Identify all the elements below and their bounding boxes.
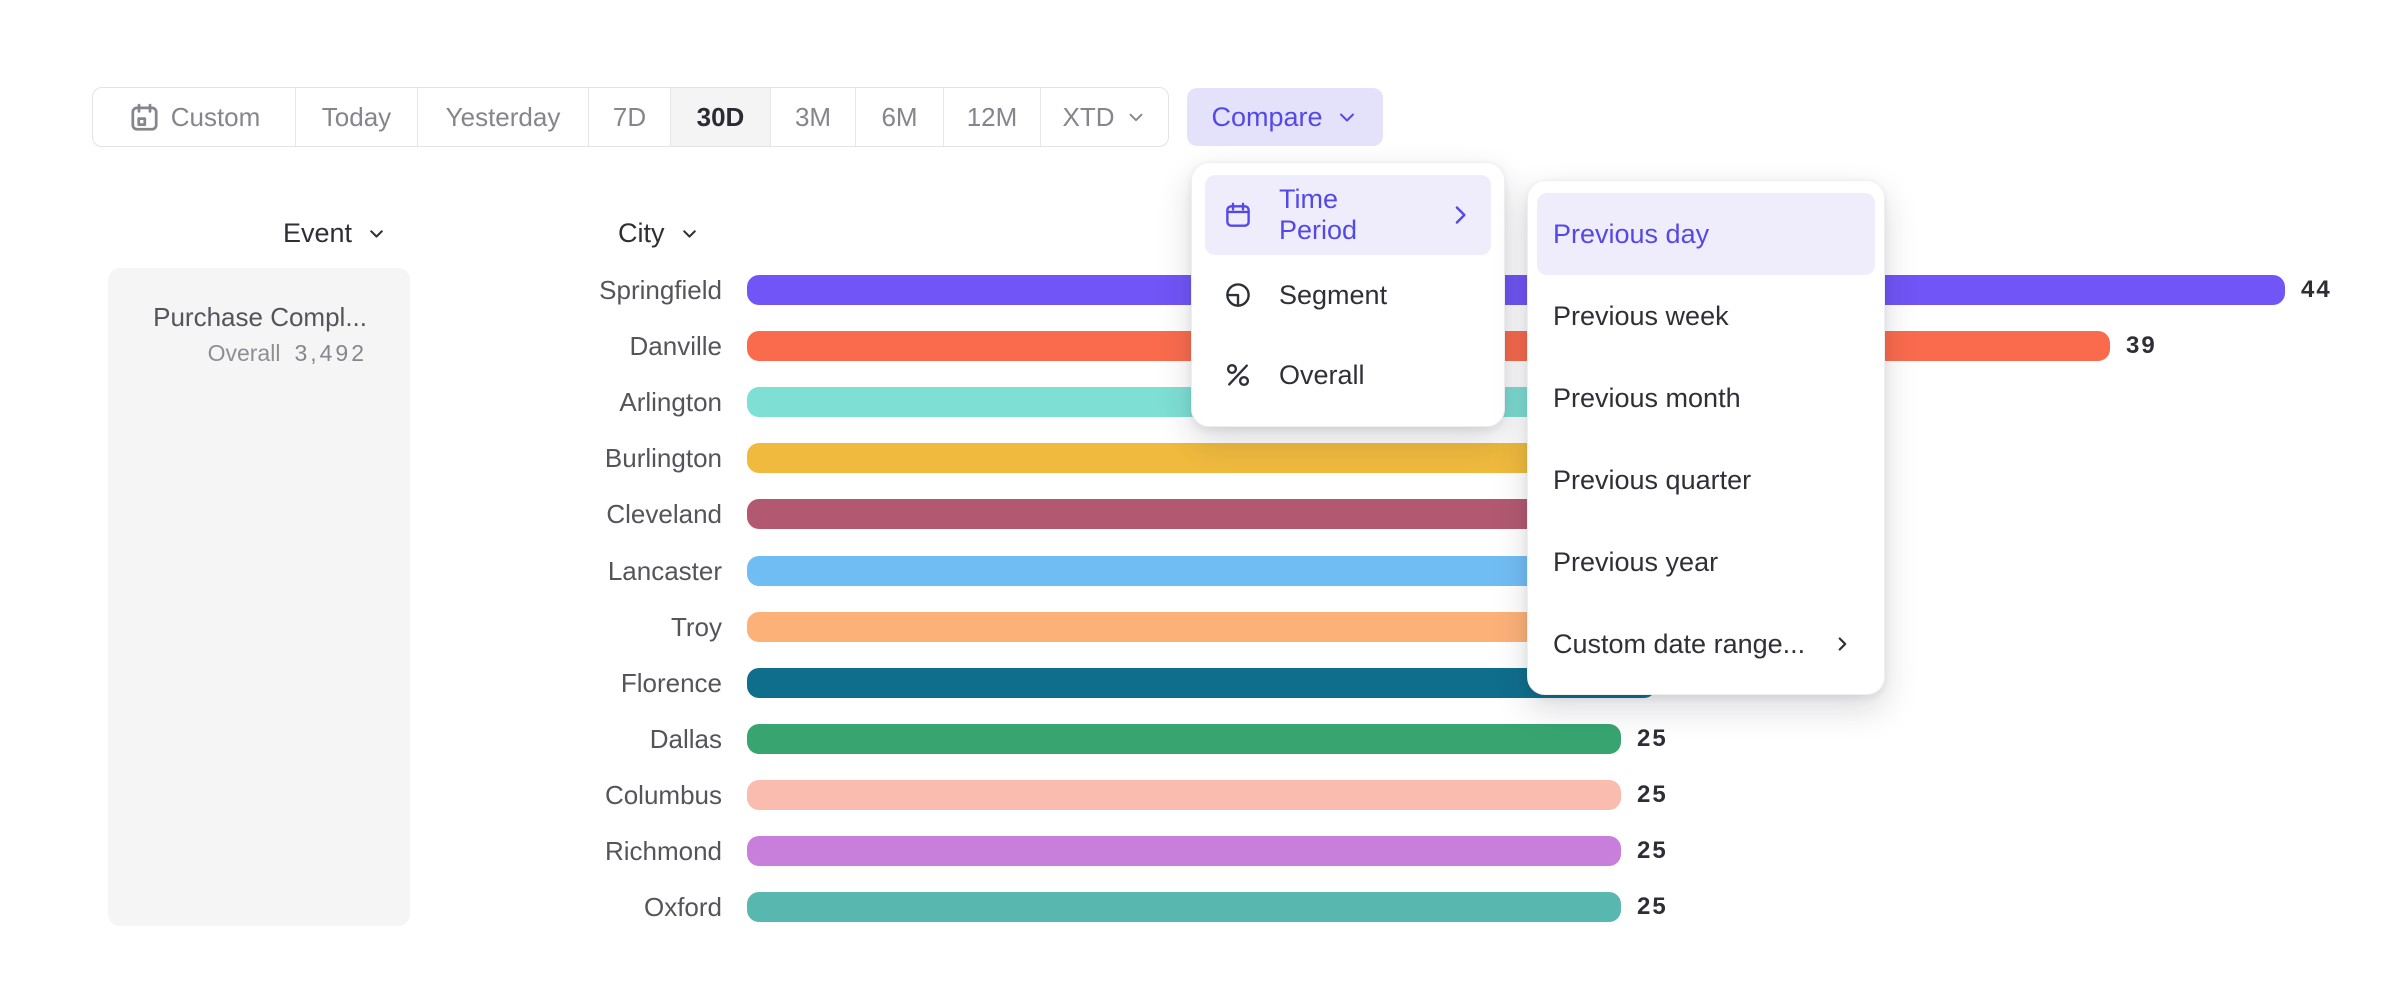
bar-richmond[interactable] bbox=[747, 836, 1621, 866]
range-tab-12m[interactable]: 12M bbox=[944, 88, 1041, 146]
bar-row-cleveland: Cleveland bbox=[0, 499, 2394, 530]
bar-category-label: Lancaster bbox=[607, 555, 722, 586]
range-tab-6m[interactable]: 6M bbox=[856, 88, 944, 146]
event-card[interactable]: Purchase Compl... Overall 3,492 bbox=[108, 268, 410, 926]
range-tab-custom[interactable]: Custom bbox=[93, 88, 296, 146]
bar-row-columbus: Columbus 25 bbox=[0, 779, 2394, 810]
bar-columbus[interactable] bbox=[747, 779, 1621, 810]
time-period-option-custom-date-range[interactable]: Custom date range... bbox=[1537, 603, 1875, 685]
compare-menu-item-time-period[interactable]: Time Period bbox=[1205, 175, 1491, 255]
metric-label: Overall bbox=[207, 340, 281, 366]
event-card-metric: Overall 3,492 bbox=[128, 340, 367, 367]
bar-row-burlington: Burlington bbox=[0, 443, 2394, 474]
bar-category-label: Arlington bbox=[619, 387, 722, 418]
compare-button-label: Compare bbox=[1211, 101, 1323, 132]
menu-item-label: Previous day bbox=[1553, 218, 1710, 249]
bar-row-dallas: Dallas 25 bbox=[0, 723, 2394, 754]
bar-value-label: 25 bbox=[1637, 724, 1668, 752]
chevron-down-icon bbox=[1335, 105, 1359, 129]
bar-category-label: Burlington bbox=[604, 443, 722, 474]
chevron-down-icon bbox=[1125, 106, 1147, 128]
range-tab-label: XTD bbox=[1062, 101, 1115, 132]
bar-florence[interactable] bbox=[747, 667, 1656, 698]
menu-item-label: Previous month bbox=[1553, 382, 1741, 413]
bar-value-label: 44 bbox=[2301, 276, 2332, 303]
bar-springfield[interactable] bbox=[747, 275, 2285, 305]
chevron-right-icon bbox=[1831, 633, 1853, 655]
chevron-down-icon bbox=[679, 223, 700, 244]
range-tab-label: Yesterday bbox=[445, 101, 561, 132]
bar-row-richmond: Richmond 25 bbox=[0, 836, 2394, 866]
bar-value-label: 25 bbox=[1637, 837, 1668, 864]
range-tab-label: 6M bbox=[881, 101, 918, 132]
bar-row-lancaster: Lancaster bbox=[0, 555, 2394, 586]
menu-item-label: Overall bbox=[1279, 359, 1365, 390]
bar-category-label: Cleveland bbox=[606, 499, 722, 530]
bar-category-label: Danville bbox=[629, 331, 723, 362]
bar-oxford[interactable] bbox=[747, 892, 1621, 923]
chevron-right-icon bbox=[1445, 200, 1475, 230]
range-tab-yesterday[interactable]: Yesterday bbox=[418, 88, 589, 146]
range-tab-label: 30D bbox=[696, 101, 745, 132]
range-tab-30d[interactable]: 30D bbox=[671, 88, 771, 146]
bar-row-troy: Troy bbox=[0, 611, 2394, 642]
compare-menu-item-overall[interactable]: Overall bbox=[1205, 335, 1491, 415]
range-tab-3m[interactable]: 3M bbox=[771, 88, 856, 146]
menu-item-label: Previous week bbox=[1553, 300, 1729, 331]
bar-category-label: Florence bbox=[620, 667, 722, 698]
bar-category-label: Columbus bbox=[604, 779, 722, 810]
time-period-submenu: Previous day Previous week Previous month P… bbox=[1527, 180, 1885, 695]
calendar-menu-icon bbox=[1223, 200, 1253, 230]
time-period-option-previous-quarter[interactable]: Previous quarter bbox=[1537, 439, 1875, 521]
segment-icon bbox=[1223, 280, 1253, 310]
bar-row-oxford: Oxford 25 bbox=[0, 892, 2394, 923]
bar-category-label: Oxford bbox=[643, 892, 722, 923]
chevron-down-icon bbox=[366, 223, 387, 244]
date-range-toolbar: Custom Today Yesterday 7D 30D 3M 6M 12M XTD bbox=[92, 87, 1169, 147]
range-tab-label: 7D bbox=[612, 101, 647, 132]
compare-button[interactable]: Compare bbox=[1187, 88, 1383, 146]
event-card-title: Purchase Compl... bbox=[153, 302, 367, 332]
bar-dallas[interactable] bbox=[747, 723, 1621, 754]
city-column-header[interactable]: City bbox=[618, 218, 700, 249]
bar-row-springfield: Springfield 44 bbox=[0, 275, 2394, 305]
range-tab-label: Custom bbox=[170, 101, 261, 132]
bar-category-label: Troy bbox=[670, 611, 722, 642]
metric-value: 3,492 bbox=[294, 340, 367, 366]
event-column-header[interactable]: Event bbox=[283, 218, 387, 249]
menu-item-label: Custom date range... bbox=[1553, 628, 1806, 659]
bar-category-label: Dallas bbox=[649, 723, 722, 754]
range-tab-label: 12M bbox=[966, 101, 1018, 132]
range-tab-today[interactable]: Today bbox=[296, 88, 418, 146]
time-period-option-previous-year[interactable]: Previous year bbox=[1537, 521, 1875, 603]
bar-value-label: 25 bbox=[1637, 780, 1668, 808]
menu-item-label: Previous year bbox=[1553, 546, 1719, 577]
range-tab-label: 3M bbox=[794, 101, 832, 132]
range-tab-xtd[interactable]: XTD bbox=[1041, 88, 1168, 146]
compare-menu: Time Period Segment Overall bbox=[1191, 162, 1505, 427]
city-column-label: City bbox=[618, 218, 665, 248]
compare-menu-item-segment[interactable]: Segment bbox=[1205, 255, 1491, 335]
bar-value-label: 25 bbox=[1637, 893, 1668, 921]
percent-icon bbox=[1223, 360, 1253, 390]
bar-category-label: Richmond bbox=[604, 836, 722, 866]
menu-item-label: Time Period bbox=[1279, 184, 1358, 245]
range-tab-7d[interactable]: 7D bbox=[589, 88, 671, 146]
calendar-icon bbox=[128, 101, 161, 134]
range-tab-label: Today bbox=[321, 101, 392, 132]
bar-row-florence: Florence bbox=[0, 667, 2394, 698]
event-column-label: Event bbox=[283, 218, 353, 248]
menu-item-label: Previous quarter bbox=[1553, 464, 1752, 495]
bar-value-label: 39 bbox=[2126, 332, 2157, 360]
menu-item-label: Segment bbox=[1279, 279, 1388, 310]
time-period-option-previous-day[interactable]: Previous day bbox=[1537, 193, 1875, 275]
time-period-option-previous-month[interactable]: Previous month bbox=[1537, 357, 1875, 439]
time-period-option-previous-week[interactable]: Previous week bbox=[1537, 275, 1875, 357]
bar-category-label: Springfield bbox=[599, 275, 722, 305]
